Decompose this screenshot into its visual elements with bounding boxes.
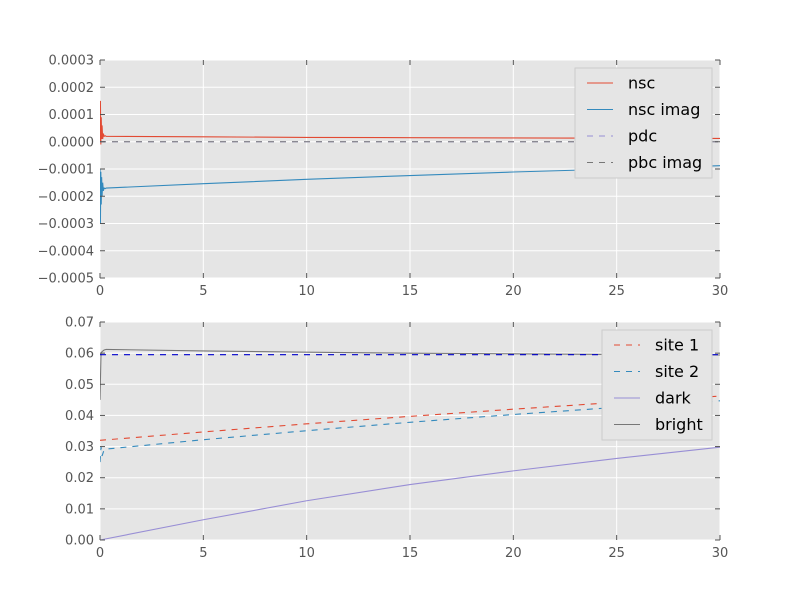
legend-label-site-2: site 2	[655, 362, 699, 381]
legend-label-pdc: pdc	[628, 127, 657, 146]
y-tick-label: 0.07	[65, 316, 94, 331]
x-tick-label: 15	[402, 546, 419, 561]
chart-panel-1: 0 5 10 15 20 25 30 0.0003 0.0002 0.0001 0.0000 −0.0…	[38, 54, 729, 300]
series-line-bright	[100, 348, 720, 400]
legend-label-nsc: nsc	[628, 74, 655, 93]
y-tick-label: 0.0003	[49, 54, 95, 69]
x-tick-label: 0	[96, 546, 104, 561]
y-tick-label: 0.03	[65, 440, 94, 455]
x-tick-label: 10	[298, 546, 315, 561]
x-tick-label: 10	[298, 284, 315, 299]
legend-label-nsc-imag: nsc imag	[628, 100, 700, 119]
chart-panel-2: 0 5 10 15 20 25 30 0.07 0.06 0.05 0.04 0.03 0.02 0.01…	[65, 316, 728, 562]
x-tick-label: 30	[712, 284, 729, 299]
legend-label-pbc-imag: pbc imag	[628, 153, 702, 172]
series-line-nsc	[100, 100, 720, 145]
legend: site 1 site 2 dark bright	[601, 329, 713, 441]
legend: nsc nsc imag pdc pbc imag	[574, 67, 713, 179]
legend-label-site-1: site 1	[655, 336, 699, 355]
y-tick-label: 0.0002	[49, 81, 95, 96]
x-tick-label: 20	[505, 284, 522, 299]
series-line-dark	[100, 446, 720, 540]
y-tick-label: 0.0000	[49, 135, 95, 150]
x-tick-label: 5	[199, 284, 207, 299]
legend-label-bright: bright	[655, 415, 703, 434]
series-line-nsc-imag	[100, 165, 720, 224]
y-tick-label: −0.0002	[38, 190, 94, 205]
y-tick-label: 0.0001	[49, 108, 95, 123]
y-tick-label: −0.0003	[38, 217, 94, 232]
y-tick-label: 0.05	[65, 378, 94, 393]
x-tick-label: 5	[199, 546, 207, 561]
x-tick-label: 30	[712, 546, 729, 561]
legend-box	[601, 329, 713, 441]
y-tick-label: 0.00	[65, 534, 94, 549]
y-tick-label: −0.0005	[38, 272, 94, 287]
x-tick-label: 20	[505, 546, 522, 561]
x-tick-label: 15	[402, 284, 419, 299]
y-tick-label: 0.02	[65, 471, 94, 486]
x-tick-label: 0	[96, 284, 104, 299]
y-tick-label: −0.0001	[38, 163, 94, 178]
y-tick-label: 0.04	[65, 409, 94, 424]
y-tick-label: 0.06	[65, 347, 94, 362]
legend-box	[574, 67, 713, 179]
y-tick-label: 0.01	[65, 502, 94, 517]
x-tick-label: 25	[608, 284, 625, 299]
legend-label-dark: dark	[655, 389, 692, 408]
y-tick-label: −0.0004	[38, 244, 94, 259]
x-tick-label: 25	[608, 546, 625, 561]
